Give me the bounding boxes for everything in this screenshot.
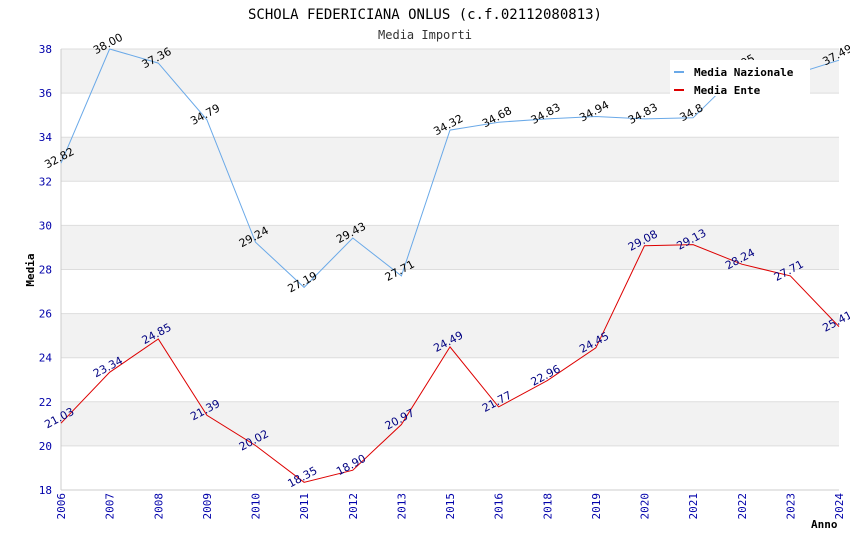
grid-band	[61, 225, 839, 270]
background-bands	[61, 49, 839, 446]
series-lines	[60, 48, 840, 483]
data-label: 18.35	[286, 464, 320, 490]
x-tick-label: 2020	[639, 493, 652, 520]
x-tick-label: 2021	[687, 493, 700, 520]
x-tick-label: 2022	[736, 493, 749, 520]
y-tick-label: 36	[39, 87, 52, 100]
x-tick-label: 2009	[201, 493, 214, 520]
y-tick-label: 18	[39, 484, 52, 497]
legend-label: Media Ente	[694, 84, 761, 97]
x-tick-labels: 2006 2007 2008 2009 2010 2011 2012 2013 2015 2016…	[55, 493, 846, 520]
y-tick-label: 30	[39, 219, 52, 232]
x-tick-label: 2024	[833, 493, 846, 520]
x-tick-label: 2010	[250, 493, 263, 520]
x-tick-label: 2008	[152, 493, 165, 520]
x-tick-label: 2006	[55, 493, 68, 520]
chart-title: SCHOLA FEDERICIANA ONLUS (c.f.0211208081…	[248, 7, 602, 23]
y-tick-label: 34	[39, 131, 53, 144]
chart-subtitle: Media Importi	[378, 28, 472, 42]
x-tick-label: 2011	[298, 493, 311, 520]
data-label: 34.68	[480, 104, 514, 130]
x-tick-label: 2013	[395, 493, 408, 520]
y-tick-labels: 18 20 22 24 26 28 30 32 34 36 38	[39, 43, 53, 497]
data-label: 34.83	[529, 101, 563, 127]
grid-band	[61, 313, 839, 358]
legend: Media Nazionale Media Ente	[670, 60, 810, 97]
x-tick-label: 2015	[444, 493, 457, 520]
x-tick-label: 2012	[347, 493, 360, 520]
data-label: 22.96	[529, 362, 563, 388]
legend-label: Media Nazionale	[694, 66, 794, 79]
x-tick-label: 2007	[104, 493, 117, 520]
axes	[60, 49, 839, 491]
x-axis-label: Anno	[811, 518, 838, 531]
x-tick-label: 2018	[541, 493, 554, 520]
data-label: 34.83	[626, 101, 660, 127]
y-tick-label: 32	[39, 175, 52, 188]
grid-band	[61, 401, 839, 446]
x-tick-label: 2023	[784, 493, 797, 520]
y-tick-label: 28	[39, 264, 52, 277]
y-tick-label: 26	[39, 308, 52, 321]
legend-box	[670, 60, 810, 96]
data-label: 34.79	[188, 102, 222, 128]
y-axis-label: Media	[24, 253, 37, 286]
y-tick-label: 22	[39, 396, 52, 409]
data-label: 34.94	[577, 98, 611, 124]
data-label: 27.19	[286, 269, 320, 295]
x-tick-label: 2016	[493, 493, 506, 520]
y-tick-label: 38	[39, 43, 52, 56]
gridlines	[61, 48, 839, 491]
y-tick-label: 24	[39, 352, 53, 365]
data-label: 18.90	[334, 452, 368, 478]
series-line-0	[60, 48, 840, 289]
grid-band	[61, 137, 839, 182]
series-line-1	[60, 244, 840, 483]
x-tick-label: 2019	[590, 493, 603, 520]
data-label: 34.8	[678, 101, 706, 124]
y-tick-label: 20	[39, 440, 52, 453]
